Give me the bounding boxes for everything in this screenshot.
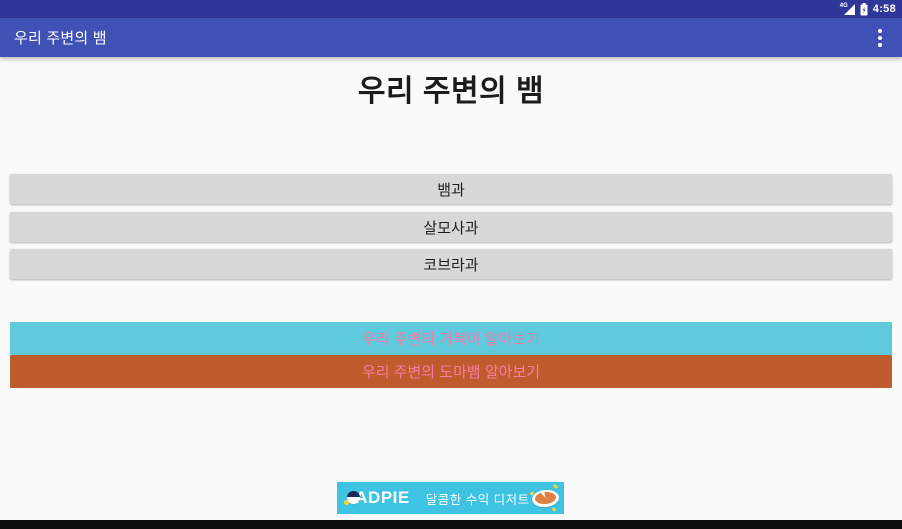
ad-tagline: 달콤한 수익 디저트	[425, 492, 530, 507]
ad-banner[interactable]: ADPIE 달콤한 수익 디저트	[337, 482, 564, 514]
adpie-mascot-icon	[344, 490, 360, 506]
bottom-nav-strip	[0, 520, 902, 529]
page-title: 우리 주변의 뱀	[357, 75, 545, 108]
battery-charging-icon	[860, 2, 868, 15]
ad-brand-logo: ADPIE	[355, 488, 410, 507]
signal-4g-label: 4G	[839, 2, 848, 9]
category-button-cobragwa[interactable]: 코브라과	[10, 249, 892, 279]
app-bar-title: 우리 주변의 뱀	[14, 30, 107, 47]
app-bar: 우리 주변의 뱀	[0, 18, 902, 57]
category-button-baemgwa[interactable]: 뱀과	[10, 174, 892, 204]
status-time: 4:58	[872, 3, 896, 15]
link-button-turtle-app[interactable]: 우리 주변의 거북이 알아보기	[10, 322, 892, 355]
link-button-lizard-app[interactable]: 우리 주변의 도마뱀 알아보기	[10, 355, 892, 388]
category-button-salmosagwa[interactable]: 살모사과	[10, 212, 892, 242]
overflow-menu-icon[interactable]	[872, 23, 888, 53]
signal-4g-icon: 4G	[840, 3, 855, 16]
pie-dessert-icon	[529, 483, 560, 512]
status-bar: 4G 4:58	[0, 0, 902, 18]
